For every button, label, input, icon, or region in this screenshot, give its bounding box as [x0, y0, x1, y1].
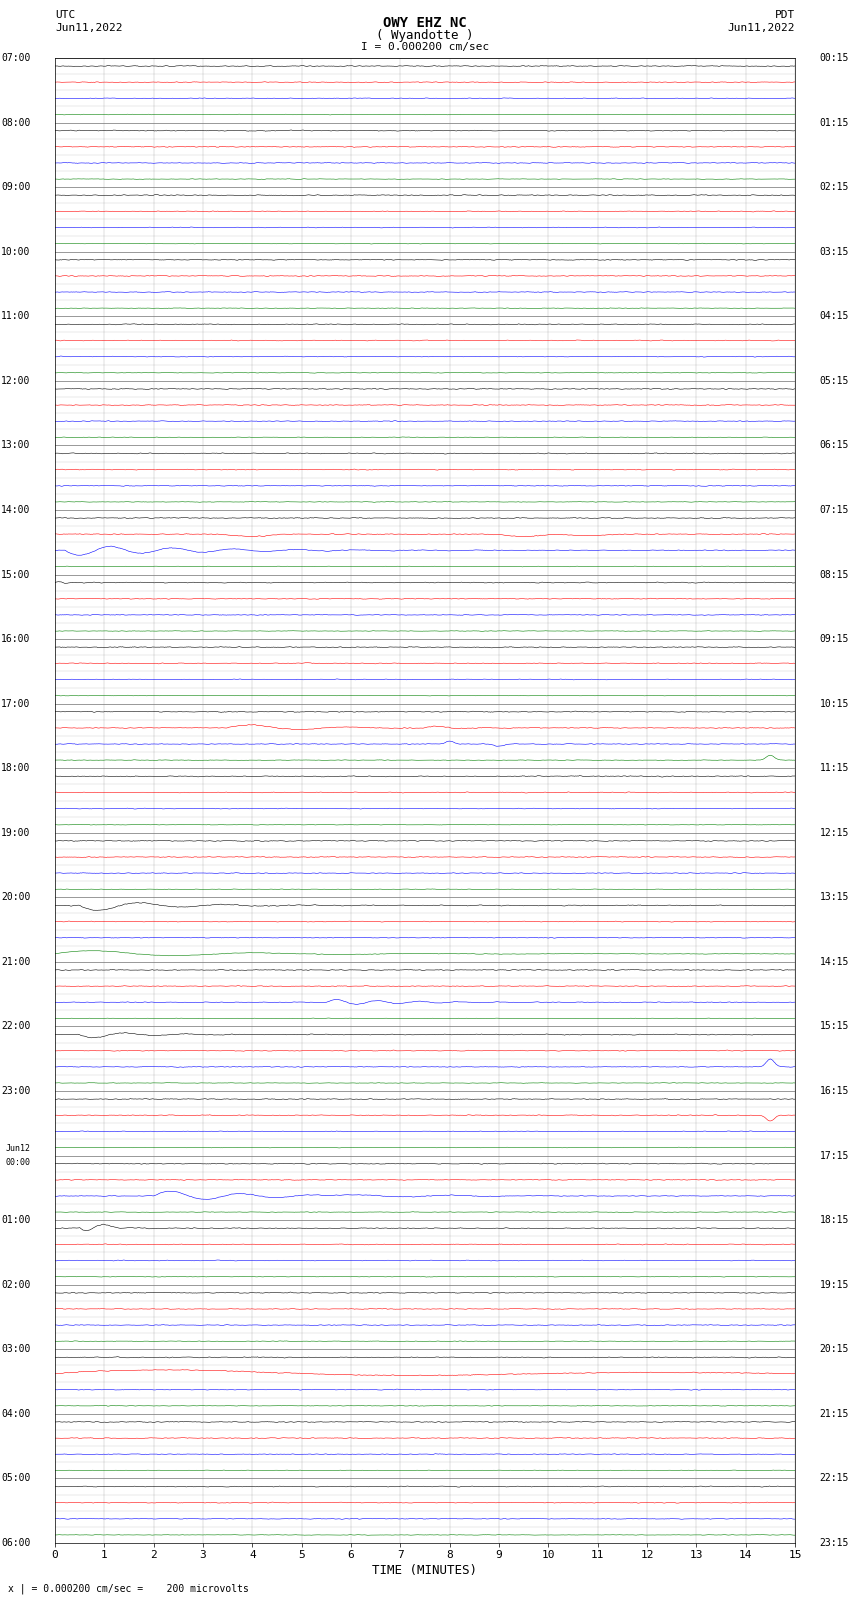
Text: 10:15: 10:15 [819, 698, 849, 708]
Text: 04:15: 04:15 [819, 311, 849, 321]
Text: 15:00: 15:00 [1, 569, 31, 579]
Text: PDT: PDT [774, 10, 795, 19]
Text: 00:00: 00:00 [5, 1158, 31, 1168]
Text: 19:00: 19:00 [1, 827, 31, 837]
Text: 09:15: 09:15 [819, 634, 849, 644]
Text: 00:15: 00:15 [819, 53, 849, 63]
Text: 14:00: 14:00 [1, 505, 31, 515]
Text: 16:15: 16:15 [819, 1086, 849, 1097]
Text: x | = 0.000200 cm/sec =    200 microvolts: x | = 0.000200 cm/sec = 200 microvolts [8, 1582, 249, 1594]
Text: 01:15: 01:15 [819, 118, 849, 127]
Text: 17:00: 17:00 [1, 698, 31, 708]
Text: 12:15: 12:15 [819, 827, 849, 837]
Text: 21:00: 21:00 [1, 957, 31, 966]
Text: 10:00: 10:00 [1, 247, 31, 256]
Text: 02:00: 02:00 [1, 1279, 31, 1290]
Text: 08:15: 08:15 [819, 569, 849, 579]
Text: 05:00: 05:00 [1, 1473, 31, 1484]
Text: 06:00: 06:00 [1, 1539, 31, 1548]
Text: 18:00: 18:00 [1, 763, 31, 773]
Text: 18:15: 18:15 [819, 1215, 849, 1226]
Text: 20:00: 20:00 [1, 892, 31, 902]
Text: 01:00: 01:00 [1, 1215, 31, 1226]
Text: 07:15: 07:15 [819, 505, 849, 515]
Text: 23:15: 23:15 [819, 1539, 849, 1548]
Text: 07:00: 07:00 [1, 53, 31, 63]
Text: 09:00: 09:00 [1, 182, 31, 192]
Text: 06:15: 06:15 [819, 440, 849, 450]
Text: 13:00: 13:00 [1, 440, 31, 450]
Text: 20:15: 20:15 [819, 1344, 849, 1355]
Text: 22:00: 22:00 [1, 1021, 31, 1031]
Text: 11:15: 11:15 [819, 763, 849, 773]
Text: I = 0.000200 cm/sec: I = 0.000200 cm/sec [361, 42, 489, 52]
Text: ( Wyandotte ): ( Wyandotte ) [377, 29, 473, 42]
Text: 11:00: 11:00 [1, 311, 31, 321]
Text: 23:00: 23:00 [1, 1086, 31, 1097]
Text: UTC: UTC [55, 10, 76, 19]
Text: 21:15: 21:15 [819, 1408, 849, 1419]
Text: 16:00: 16:00 [1, 634, 31, 644]
Text: 08:00: 08:00 [1, 118, 31, 127]
Text: 19:15: 19:15 [819, 1279, 849, 1290]
Text: Jun11,2022: Jun11,2022 [728, 23, 795, 32]
X-axis label: TIME (MINUTES): TIME (MINUTES) [372, 1565, 478, 1578]
Text: 04:00: 04:00 [1, 1408, 31, 1419]
Text: 13:15: 13:15 [819, 892, 849, 902]
Text: 22:15: 22:15 [819, 1473, 849, 1484]
Text: Jun11,2022: Jun11,2022 [55, 23, 122, 32]
Text: 17:15: 17:15 [819, 1150, 849, 1161]
Text: 12:00: 12:00 [1, 376, 31, 386]
Text: 02:15: 02:15 [819, 182, 849, 192]
Text: 03:00: 03:00 [1, 1344, 31, 1355]
Text: 15:15: 15:15 [819, 1021, 849, 1031]
Text: 14:15: 14:15 [819, 957, 849, 966]
Text: Jun12: Jun12 [5, 1144, 31, 1153]
Text: 03:15: 03:15 [819, 247, 849, 256]
Text: 05:15: 05:15 [819, 376, 849, 386]
Text: OWY EHZ NC: OWY EHZ NC [383, 16, 467, 31]
